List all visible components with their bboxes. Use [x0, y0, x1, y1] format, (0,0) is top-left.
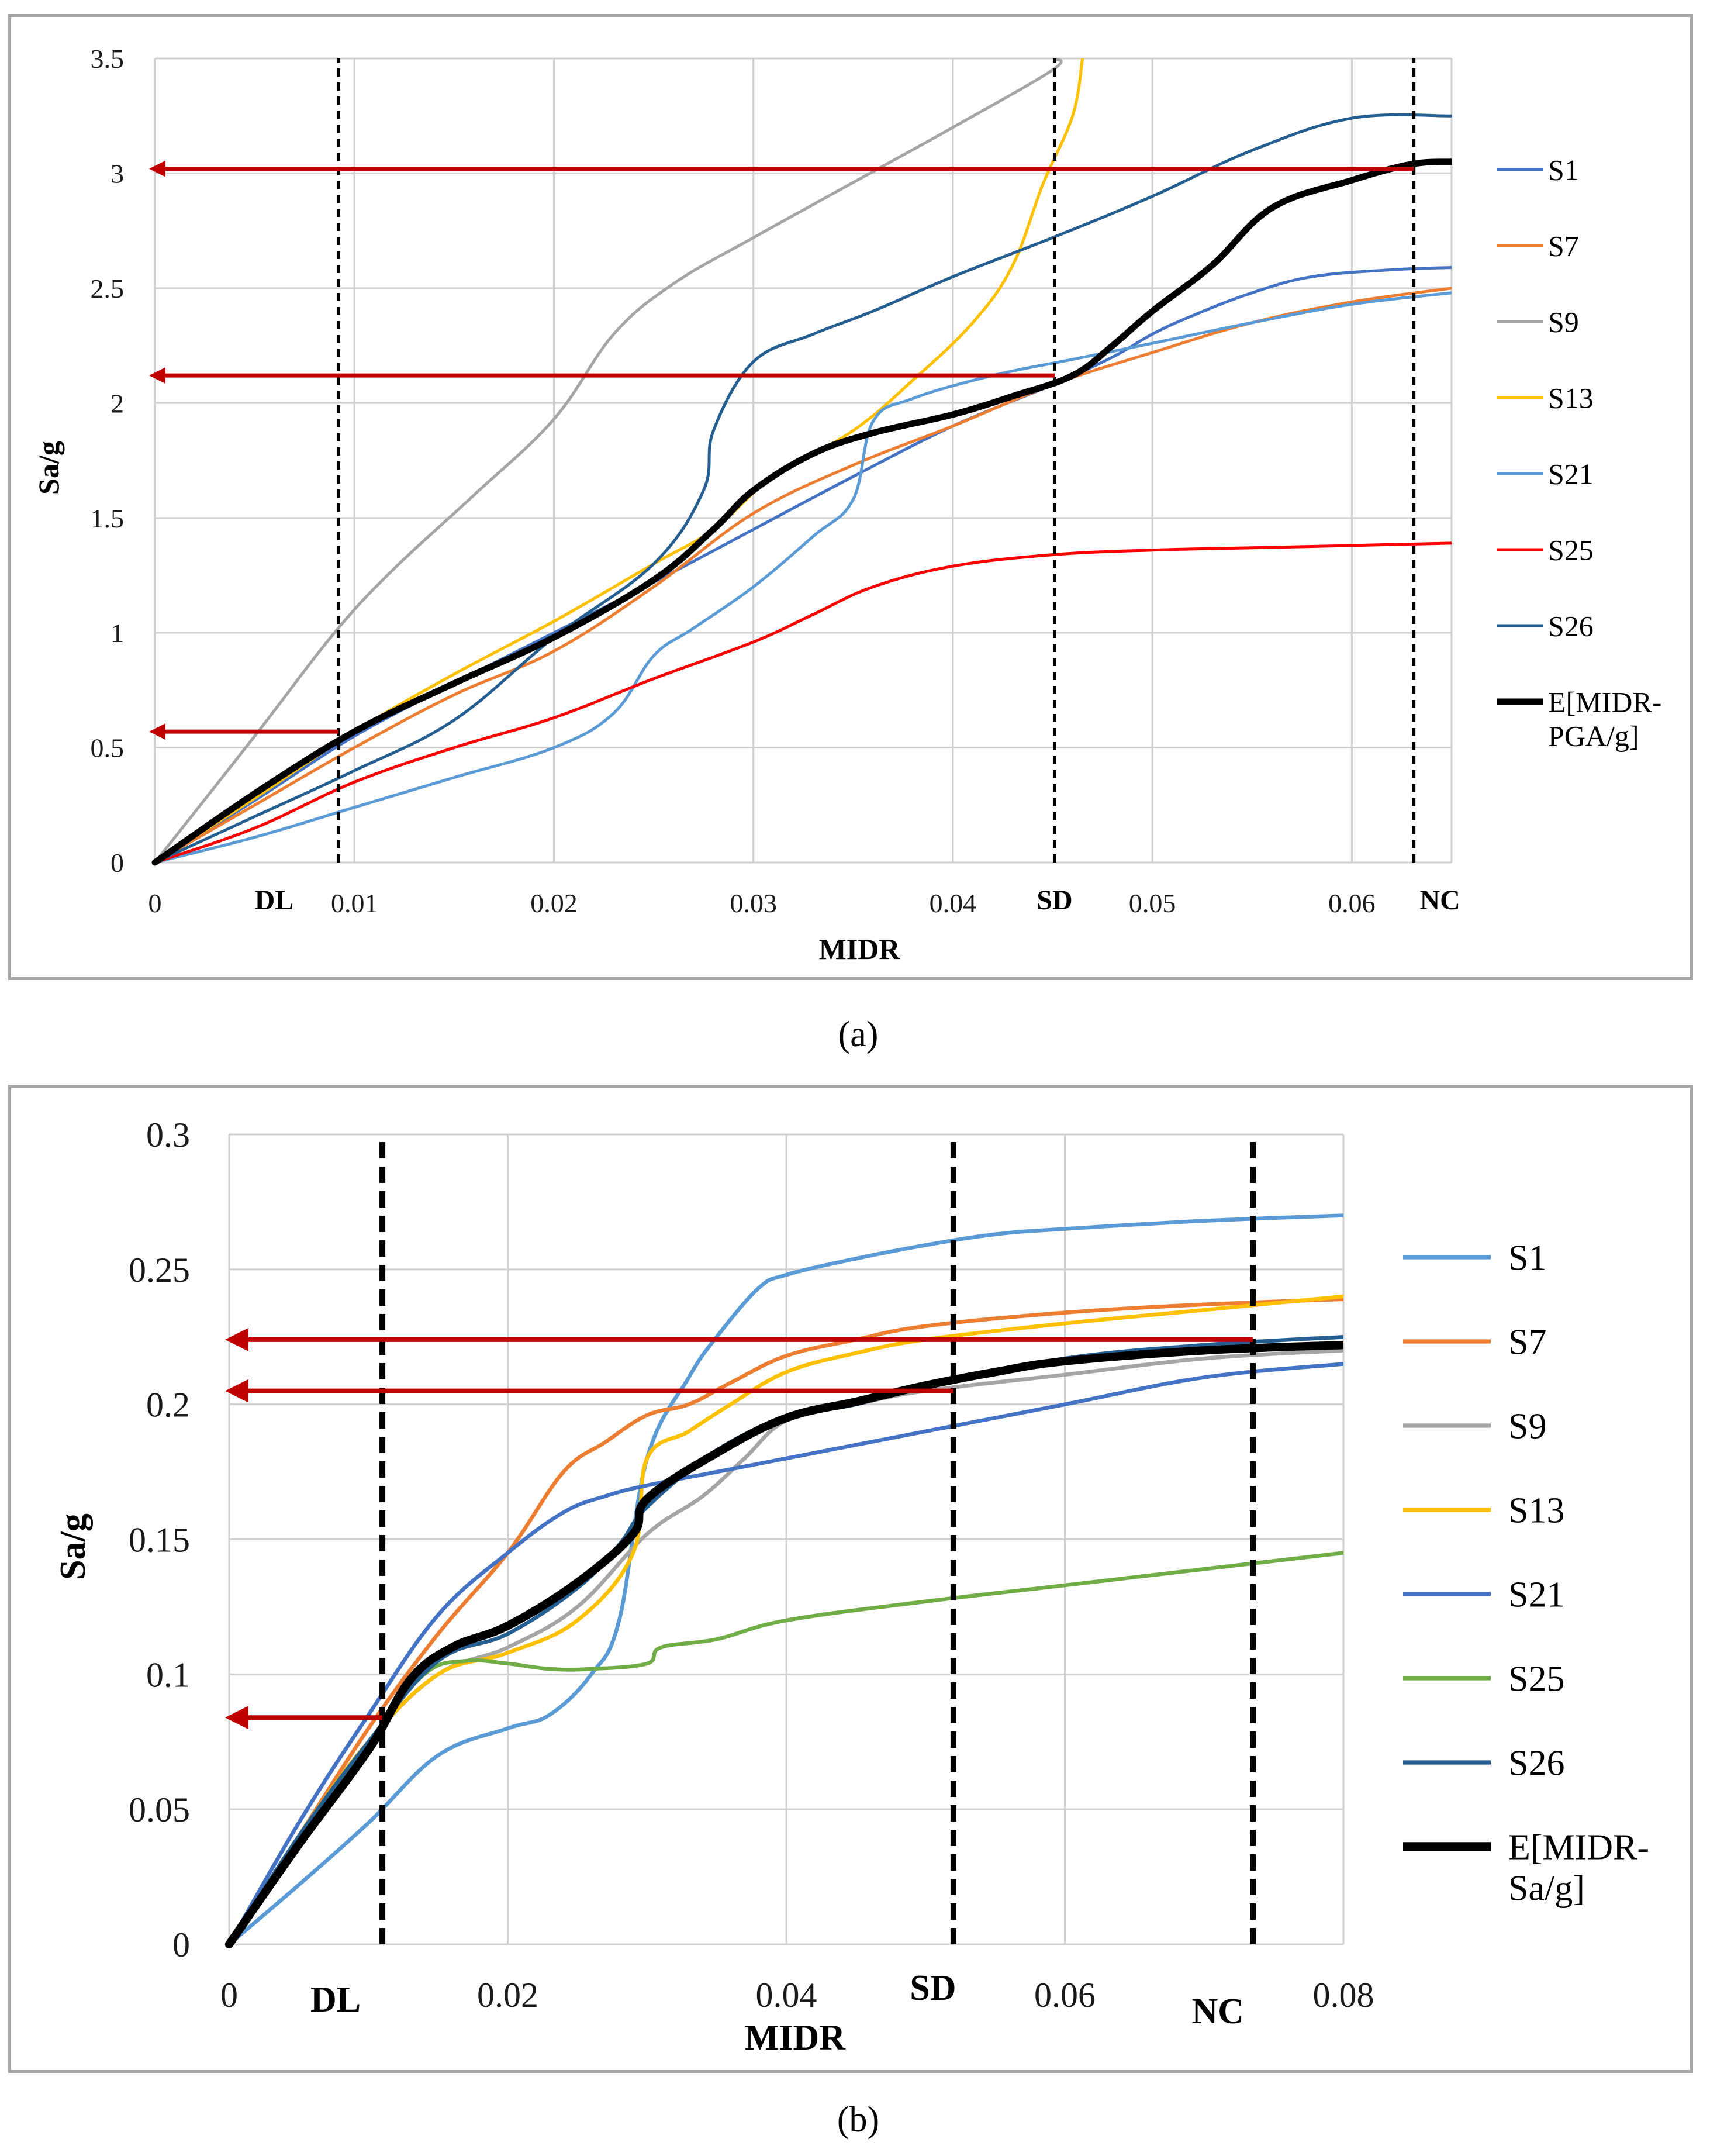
legend-a-label-3-0: S13	[1548, 382, 1594, 415]
chart-b-y-axis-title: Sa/g	[53, 1513, 93, 1580]
chart-a-xtick-label-1: 0.01	[331, 888, 378, 918]
chart-b-xtick-label-0: 0	[220, 1976, 238, 2014]
chart-b-ytick-label-5: 0.25	[129, 1251, 190, 1289]
chart-a-series-s13	[153, 58, 1084, 864]
chart-a-ytick-label-1: 0.5	[91, 733, 125, 763]
chart-a-ytick-label-5: 2.5	[91, 274, 125, 303]
chart-b-xtick-label-1: 0.02	[477, 1976, 538, 2014]
panel-label-a: (a)	[838, 1015, 879, 1054]
legend-b-label-0-0: S1	[1508, 1239, 1546, 1278]
arrow-b-1-head	[225, 1379, 248, 1403]
legend-a-label-7-0: E[MIDR-	[1548, 686, 1661, 719]
chart-b-series-s1	[227, 1213, 1343, 1947]
chart-b-ytick-label-6: 0.3	[146, 1116, 190, 1154]
legend-a-label-0-0: S1	[1548, 154, 1579, 187]
legend-b-label-7-0: E[MIDR-	[1508, 1828, 1649, 1868]
legend-a-label-2-0: S9	[1548, 306, 1579, 339]
chart-b-ytick-label-0: 0	[172, 1926, 190, 1964]
chart-a-y-axis-title: Sa/g	[32, 441, 65, 495]
limit-label-b-nc: NC	[1191, 1992, 1244, 2031]
legend-a-label-6-0: S26	[1548, 610, 1594, 643]
chart-b-ytick-label-4: 0.2	[146, 1386, 190, 1424]
limit-label-a-dl: DL	[255, 885, 294, 916]
legend-b-label-4-0: S21	[1508, 1575, 1564, 1615]
arrow-b-2-head	[225, 1327, 248, 1351]
chart-a-series-s9	[153, 58, 1063, 864]
chart-a-series-s26	[153, 113, 1452, 864]
chart-b-frame	[8, 1085, 1693, 2073]
legend-b-label-6-0: S26	[1508, 1744, 1564, 1784]
arrow-a-1-head	[149, 367, 165, 384]
limit-label-a-nc: NC	[1420, 885, 1460, 916]
chart-a-xtick-label-4: 0.04	[930, 888, 977, 918]
chart-a-series-e-midr-pga-g-	[151, 158, 1452, 866]
chart-a-ytick-label-2: 1	[110, 618, 124, 648]
chart-a-ytick-label-6: 3	[110, 159, 124, 189]
chart-b-ytick-label-2: 0.1	[146, 1655, 190, 1694]
chart-b-xtick-label-4: 0.08	[1313, 1976, 1374, 2014]
legend-b-label-2-0: S9	[1508, 1407, 1546, 1447]
limit-label-a-sd: SD	[1037, 885, 1072, 916]
chart-b-x-axis-title: MIDR	[745, 2018, 846, 2058]
chart-a-x-axis-title: MIDR	[819, 933, 901, 965]
chart-a-xtick-label-5: 0.05	[1129, 888, 1176, 918]
chart-a-ytick-label-0: 0	[110, 848, 124, 878]
arrow-b-0-head	[225, 1706, 248, 1730]
arrow-a-2-head	[149, 160, 165, 177]
chart-b-xtick-label-2: 0.04	[756, 1976, 817, 2014]
chart-b-ytick-label-3: 0.15	[129, 1521, 190, 1560]
chart-a-xtick-label-2: 0.02	[530, 888, 578, 918]
limit-label-b-dl: DL	[310, 1980, 361, 2020]
legend-b-label-5-0: S25	[1508, 1660, 1564, 1699]
legend-b-label-7-1: Sa/g]	[1508, 1869, 1585, 1909]
chart-a-ytick-label-3: 1.5	[91, 503, 125, 533]
legend-a-label-5-0: S25	[1548, 534, 1594, 567]
chart-a-ytick-label-7: 3.5	[91, 44, 125, 74]
legend-b-label-3-0: S13	[1508, 1491, 1564, 1531]
chart-b-xtick-label-3: 0.06	[1034, 1976, 1096, 2014]
chart-a-xtick-label-3: 0.03	[730, 888, 777, 918]
chart-b-ytick-label-1: 0.05	[129, 1791, 190, 1829]
chart-a-xtick-label-6: 0.06	[1328, 888, 1376, 918]
legend-a-label-7-1: PGA/g]	[1548, 720, 1639, 753]
chart-a-ytick-label-4: 2	[110, 388, 124, 418]
chart-b-series-e-midr-sa-g-	[224, 1340, 1343, 1949]
chart-a-series-s25	[153, 541, 1452, 864]
chart-a-xtick-label-0: 0	[148, 888, 162, 918]
chart-a-series-s21	[153, 291, 1452, 864]
legend-a-label-1-0: S7	[1548, 230, 1579, 263]
legend-b-label-1-0: S7	[1508, 1323, 1546, 1362]
panel-label-b: (b)	[837, 2100, 880, 2140]
limit-label-b-sd: SD	[910, 1968, 956, 2008]
legend-a-label-4-0: S21	[1548, 458, 1594, 491]
arrow-a-0-head	[149, 723, 165, 740]
